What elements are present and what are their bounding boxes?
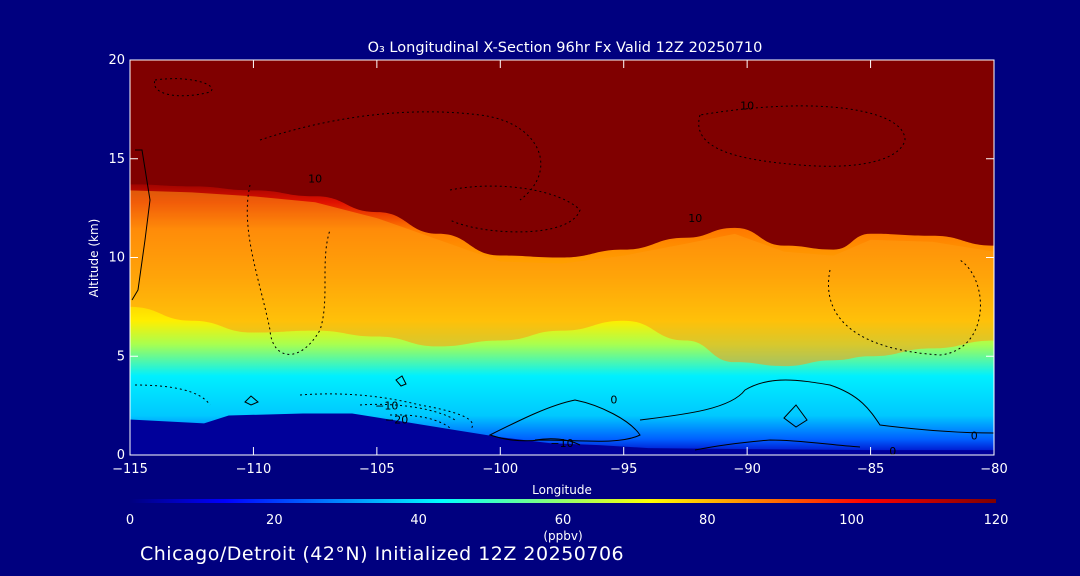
x-tick-label: −100 [482,462,518,477]
contour-solid [534,438,581,446]
colorbar-tick-label: 100 [839,513,864,528]
contour-dotted [134,384,473,431]
y-tick-label: 15 [108,152,125,167]
footer-caption: Chicago/Detroit (42°N) Initialized 12Z 2… [140,543,625,565]
contour-dotted [359,403,456,429]
contour-dotted [154,78,213,97]
x-tick-label: −110 [236,462,272,477]
y-tick-label: 5 [117,349,125,364]
colorbar-ticks: 0 20 40 60 80 100 120 [126,513,1009,528]
y-tick-label: 20 [108,53,125,68]
contour-label: 10 [740,99,754,112]
contour-solid [783,404,808,428]
contour-label: −10 [550,437,573,450]
colorbar-tick-label: 80 [699,513,716,528]
contour-dotted [828,259,981,356]
contour-label: −20 [385,413,408,426]
y-axis-ticks: 0 5 10 15 20 [108,53,994,463]
x-tick-label: −95 [610,462,637,477]
contour-dotted [449,185,581,233]
colorbar-tick-label: 120 [984,513,1009,528]
contour-solid [639,379,994,434]
y-axis-label: Altitude (km) [87,219,101,298]
contour-solid [395,375,407,387]
x-axis-ticks: −115 −110 −105 −100 −95 −90 −85 −80 [112,60,1008,477]
colorbar-tick-label: 0 [126,513,134,528]
contour-label: 0 [889,445,896,458]
chart-title: O₃ Longitudinal X-Section 96hr Fx Valid … [368,40,763,56]
stratospheric-ozone-region [130,60,994,258]
contour-label: 10 [688,212,702,225]
contour-label: 0 [610,394,617,407]
contour-label: −10 [375,400,398,413]
colorbar-tick-label: 40 [410,513,427,528]
contour-solid [131,149,151,301]
colorbar-gradient [130,499,996,503]
colorbar: 0 20 40 60 80 100 120 (ppbv) [126,499,1009,543]
x-tick-label: −105 [359,462,395,477]
x-tick-label: −115 [112,462,148,477]
y-tick-label: 0 [117,448,125,463]
x-axis-label: Longitude [532,483,592,497]
y-tick-label: 10 [108,251,125,266]
x-tick-label: −80 [980,462,1007,477]
contour-dotted [698,105,906,167]
contour-solid [694,439,861,451]
surface-low-ozone-region [130,413,994,455]
contour-label: 0 [971,429,978,442]
contour-solid [488,399,641,442]
contour-dotted [259,111,542,201]
difference-contours [131,78,994,451]
mid-troposphere-band [130,190,994,367]
contour-dotted [246,184,331,355]
x-tick-label: −90 [733,462,760,477]
contour-label: 10 [308,173,322,186]
colorbar-tick-label: 60 [555,513,572,528]
x-tick-label: −85 [857,462,884,477]
contour-solid [244,395,259,406]
colorbar-tick-label: 20 [266,513,283,528]
colorbar-unit-label: (ppbv) [543,529,582,543]
